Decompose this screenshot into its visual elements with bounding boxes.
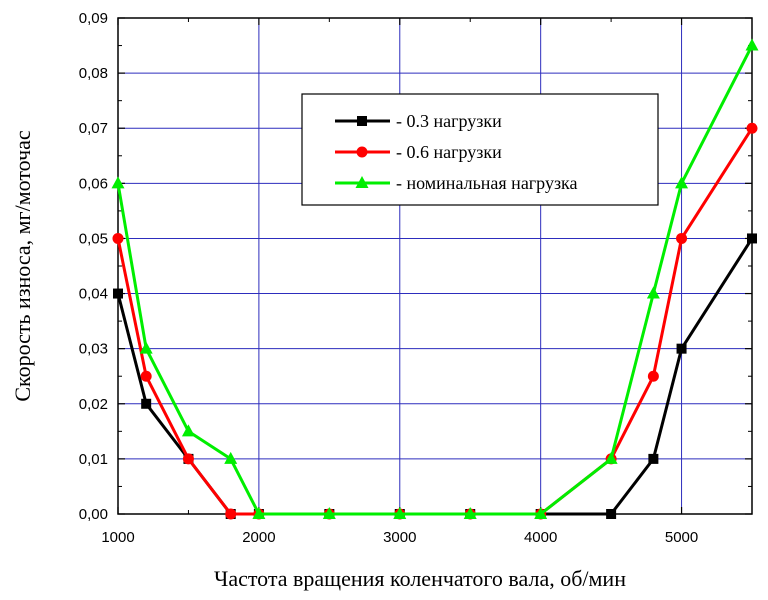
legend-marker: [357, 116, 367, 126]
data-point: [112, 232, 124, 244]
data-point: [139, 341, 153, 354]
data-point: [225, 508, 237, 520]
legend: - 0.3 нагрузки - 0.6 нагрузки - номинальна…: [301, 93, 659, 206]
legend-label: - 0.3 нагрузки: [396, 111, 502, 131]
data-point: [182, 453, 194, 465]
data-point: [606, 509, 617, 519]
series-group: [111, 38, 759, 520]
x-tick-label: 5000: [665, 529, 698, 546]
data-point: [648, 453, 659, 464]
data-point: [746, 122, 758, 134]
x-axis-title: Частота вращения коленчатого вала, об/ми…: [214, 566, 626, 591]
data-point: [604, 451, 618, 464]
axis-ticks: 0,00 0,01 0,02 0,03 0,04 0,05 0,06 0,07 0,08 0,09…: [79, 10, 752, 546]
data-point: [322, 507, 336, 519]
data-point: [463, 507, 477, 519]
legend-item: - номинальная нагрузка: [335, 173, 578, 193]
legend-item: - 0.3 нагрузки: [335, 111, 502, 131]
y-tick-label: 0,01: [79, 451, 108, 468]
y-axis-title: Скорость износа, мг/моточас: [10, 130, 35, 402]
x-tick-label: 2000: [242, 529, 275, 546]
y-tick-label: 0,00: [79, 506, 108, 523]
y-tick-label: 0,04: [79, 286, 108, 303]
data-point: [224, 451, 238, 464]
y-tick-label: 0,07: [79, 120, 108, 137]
y-tick-label: 0,05: [79, 230, 108, 247]
x-tick-label: 4000: [524, 529, 557, 546]
legend-items: - 0.3 нагрузки - 0.6 нагрузки - номинальна…: [335, 111, 578, 193]
x-tick-label: 1000: [101, 529, 134, 546]
series-3: [111, 38, 759, 519]
data-point: [747, 233, 757, 244]
data-point: [140, 370, 152, 382]
y-tick-label: 0,08: [79, 65, 108, 82]
y-tick-label: 0,02: [79, 396, 108, 413]
data-point: [181, 424, 195, 437]
legend-label: - номинальная нагрузка: [396, 173, 578, 193]
data-point: [113, 288, 123, 299]
data-point: [646, 286, 660, 299]
y-tick-label: 0,09: [79, 10, 108, 27]
data-point: [393, 507, 407, 519]
data-point: [676, 232, 688, 244]
data-point: [745, 38, 759, 51]
x-tick-label: 3000: [383, 529, 416, 546]
data-point: [675, 176, 689, 189]
y-tick-label: 0,06: [79, 175, 108, 192]
data-point: [534, 507, 548, 519]
data-point: [111, 176, 125, 189]
data-point: [252, 507, 266, 519]
data-point: [141, 398, 152, 409]
legend-marker: [355, 176, 369, 188]
data-point: [676, 343, 687, 354]
legend-item: - 0.6 нагрузки: [335, 142, 502, 162]
legend-marker: [356, 146, 368, 158]
y-tick-label: 0,03: [79, 341, 108, 358]
legend-label: - 0.6 нагрузки: [396, 142, 502, 162]
data-point: [647, 370, 659, 382]
